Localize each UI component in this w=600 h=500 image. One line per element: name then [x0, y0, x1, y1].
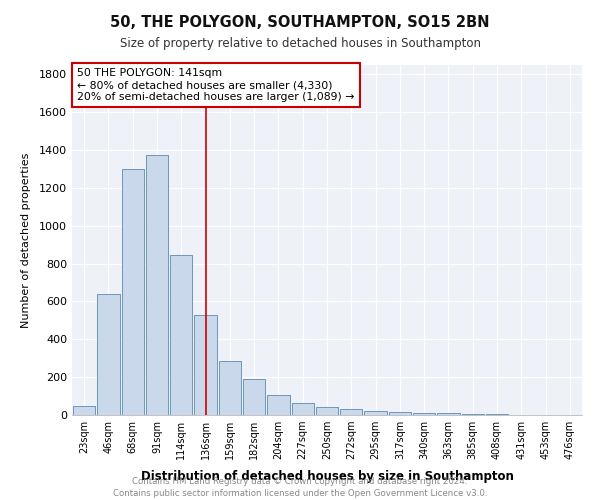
Bar [292, 402, 314, 415]
X-axis label: Distribution of detached houses by size in Southampton: Distribution of detached houses by size … [140, 470, 514, 484]
Y-axis label: Number of detached properties: Number of detached properties [20, 152, 31, 328]
Bar [97, 294, 119, 415]
Text: 50, THE POLYGON, SOUTHAMPTON, SO15 2BN: 50, THE POLYGON, SOUTHAMPTON, SO15 2BN [110, 15, 490, 30]
Text: Contains HM Land Registry data © Crown copyright and database right 2024.: Contains HM Land Registry data © Crown c… [132, 477, 468, 486]
Bar [146, 155, 168, 415]
Text: 50 THE POLYGON: 141sqm
← 80% of detached houses are smaller (4,330)
20% of semi-: 50 THE POLYGON: 141sqm ← 80% of detached… [77, 68, 355, 102]
Bar [486, 414, 508, 415]
Bar [73, 406, 95, 415]
Bar [437, 414, 460, 415]
Bar [218, 361, 241, 415]
Bar [413, 413, 436, 415]
Bar [267, 395, 290, 415]
Bar [340, 410, 362, 415]
Bar [122, 169, 144, 415]
Bar [170, 255, 193, 415]
Bar [316, 408, 338, 415]
Bar [389, 412, 411, 415]
Bar [243, 379, 265, 415]
Bar [461, 414, 484, 415]
Bar [364, 411, 387, 415]
Bar [194, 314, 217, 415]
Text: Size of property relative to detached houses in Southampton: Size of property relative to detached ho… [119, 38, 481, 51]
Text: Contains public sector information licensed under the Open Government Licence v3: Contains public sector information licen… [113, 488, 487, 498]
